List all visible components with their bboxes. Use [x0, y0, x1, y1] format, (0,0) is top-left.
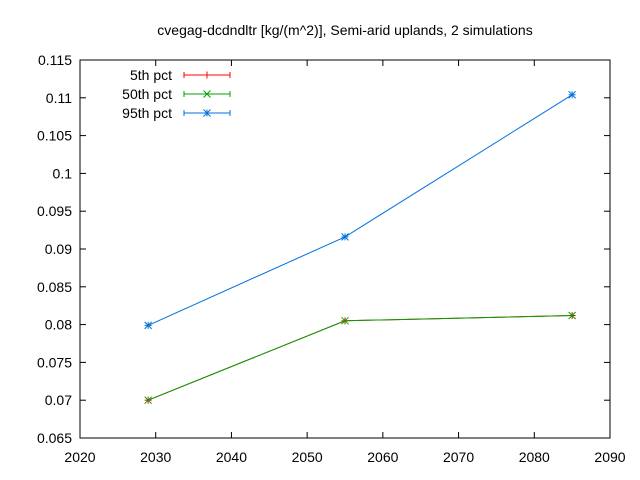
data-point-marker — [341, 233, 349, 241]
series-lines — [144, 90, 576, 405]
x-tick-label: 2070 — [443, 449, 474, 465]
x-tick-label: 2060 — [367, 449, 398, 465]
x-axis: 2020 2030 2040 2050 2060 2070 2080 2090 — [64, 60, 626, 465]
y-tick-label: 0.09 — [45, 241, 72, 257]
y-tick-label: 0.085 — [37, 279, 72, 295]
series-line-2 — [147, 315, 573, 401]
x-tick-label: 2090 — [594, 449, 625, 465]
data-point-marker — [568, 311, 576, 320]
y-tick-label: 0.11 — [46, 90, 72, 106]
legend-marker — [203, 90, 211, 98]
data-point-marker — [144, 321, 152, 330]
data-point-marker — [144, 396, 152, 405]
legend-label: 5th pct — [130, 67, 172, 83]
y-tick-label: 0.075 — [37, 354, 72, 370]
y-tick-label: 0.07 — [45, 392, 72, 408]
data-point-marker — [341, 316, 349, 325]
data-point-marker — [568, 90, 576, 99]
y-tick-label: 0.105 — [37, 128, 72, 144]
legend-marker — [203, 71, 211, 79]
x-tick-label: 2050 — [292, 449, 323, 465]
series-line-3 — [147, 94, 573, 326]
legend-marker — [203, 109, 211, 117]
y-tick-label: 0.065 — [37, 430, 72, 446]
y-tick-label: 0.08 — [45, 317, 72, 333]
legend-label: 95th pct — [122, 105, 172, 121]
y-axis: 0.065 0.07 0.075 0.08 0.085 0.09 0.095 0.1 0.105… — [37, 52, 610, 446]
chart-title: cvegag-dcdndltr [kg/(m^2)], Semi-arid up… — [157, 22, 532, 38]
series-line-1 — [147, 315, 573, 401]
y-tick-label: 0.115 — [38, 52, 72, 68]
y-tick-label: 0.1 — [53, 165, 73, 181]
legend: 5th pct 50th pct 95th pct — [122, 67, 231, 121]
x-tick-label: 2020 — [64, 449, 95, 465]
y-tick-label: 0.095 — [37, 203, 72, 219]
legend-label: 50th pct — [122, 86, 172, 102]
x-tick-label: 2030 — [140, 449, 171, 465]
x-tick-label: 2080 — [519, 449, 550, 465]
x-tick-label: 2040 — [216, 449, 247, 465]
